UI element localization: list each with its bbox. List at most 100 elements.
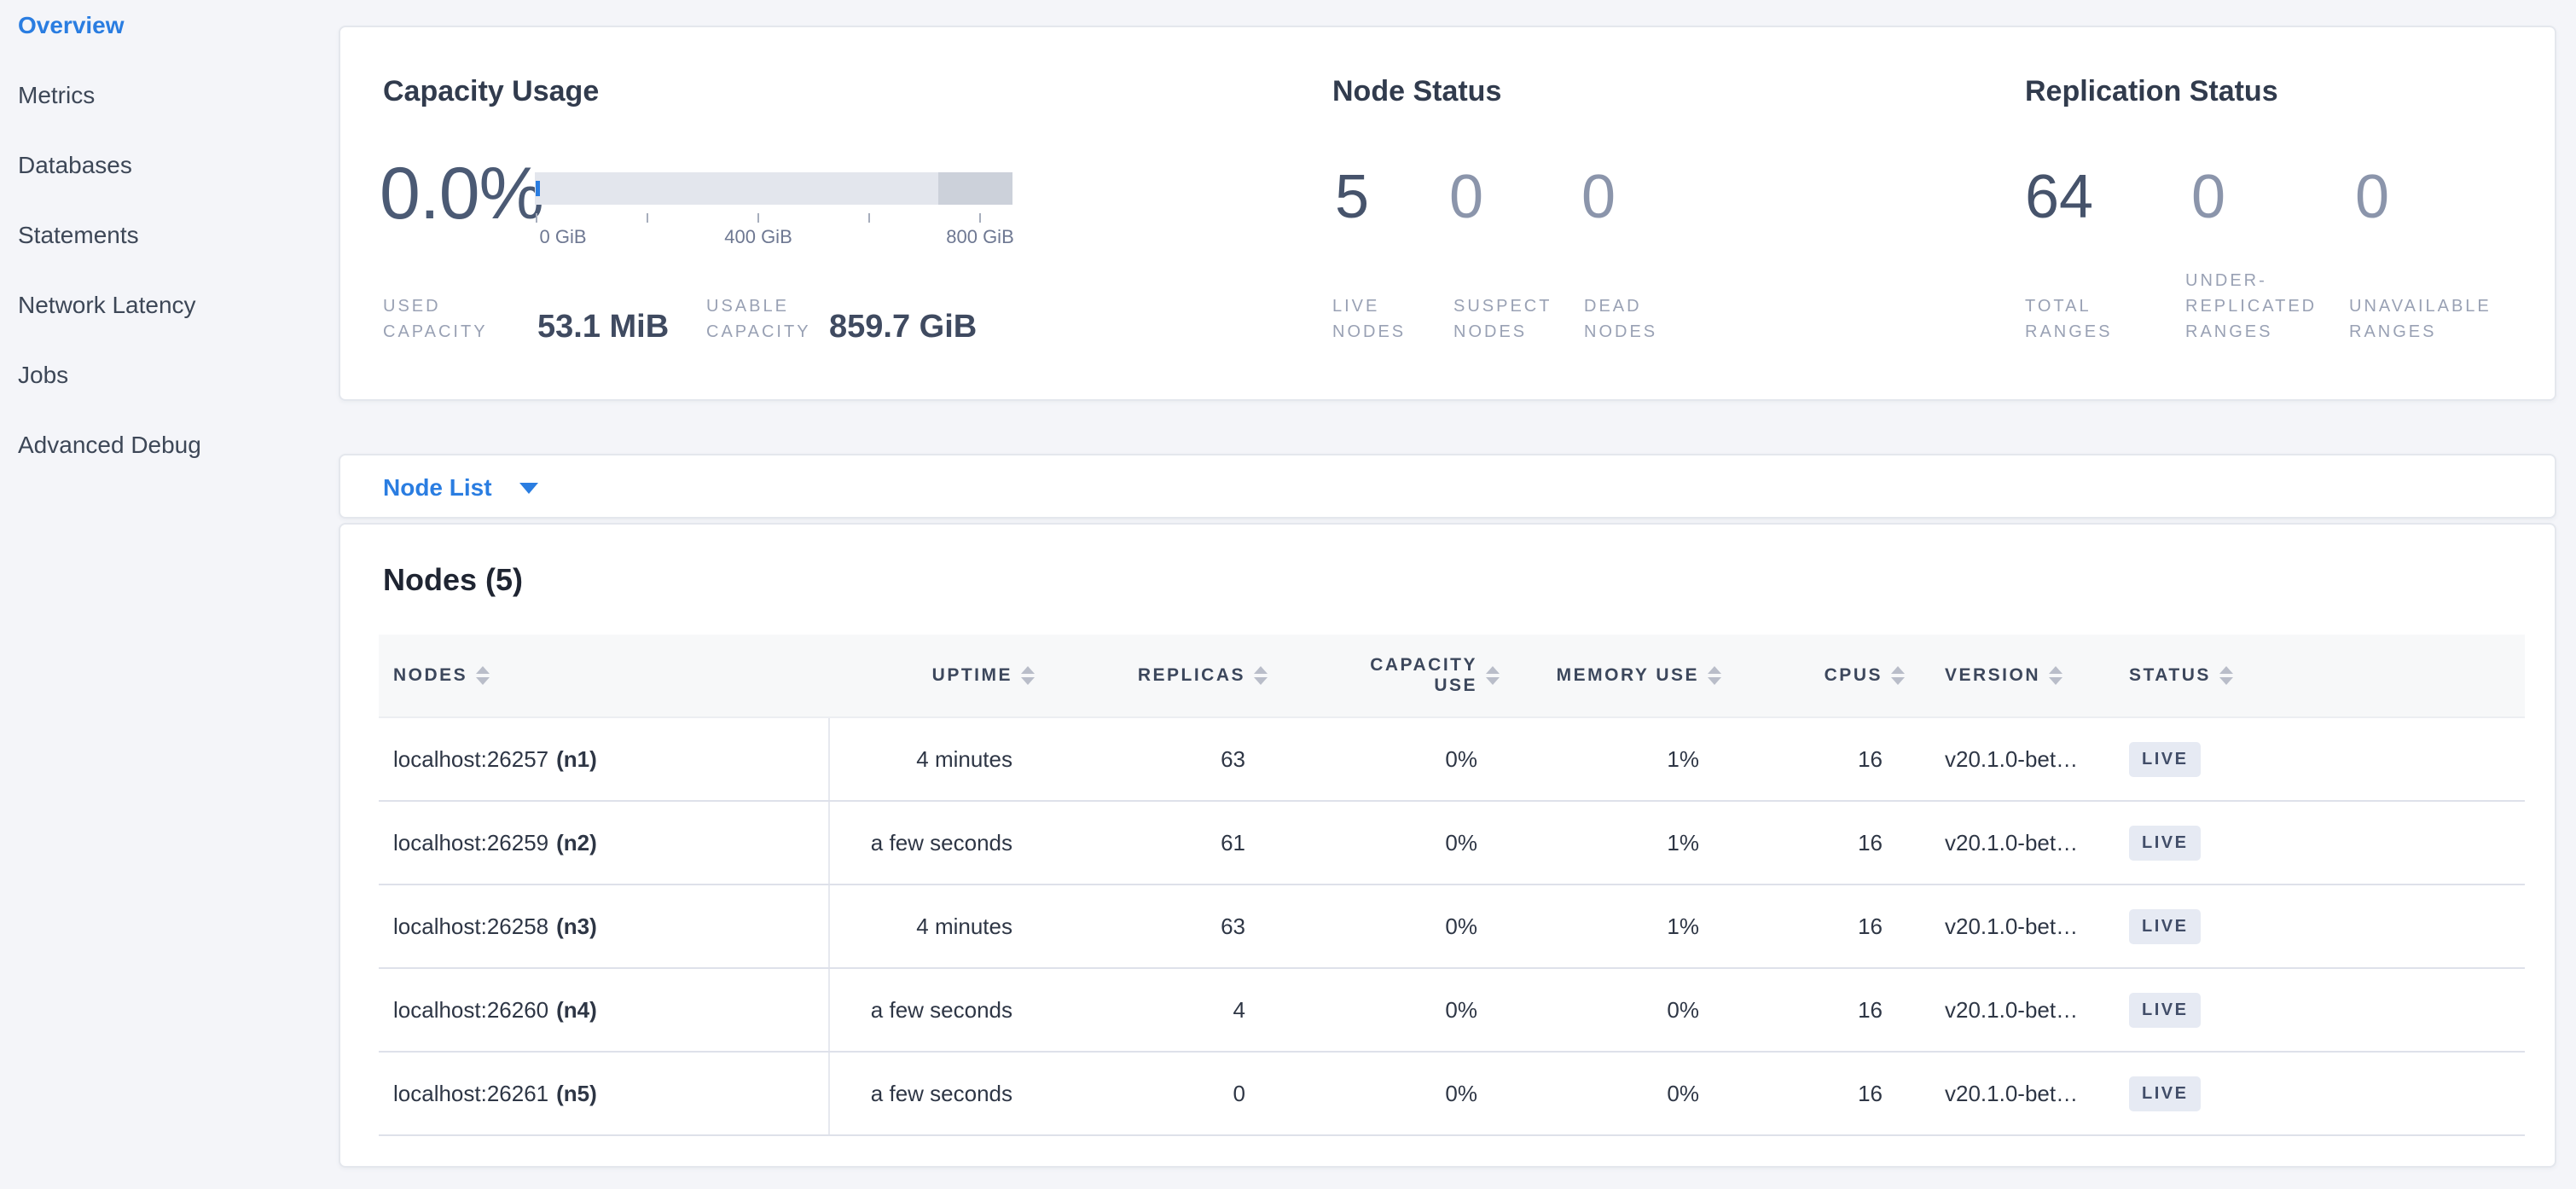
axis-tick (868, 213, 870, 223)
axis-label-400: 400 GiB (724, 226, 792, 247)
status-cell: LIVE (2109, 969, 2525, 1051)
live-nodes-label: LIVE NODES (1332, 297, 1407, 341)
sidebar-item-network-latency[interactable]: Network Latency (0, 270, 339, 340)
table-row[interactable]: localhost:26258 (n3) 4 minutes 63 0% 1% 1… (379, 885, 2525, 969)
capacity-use-cell: 0% (1445, 1080, 1477, 1106)
sort-icon (476, 666, 490, 685)
suspect-nodes-count: 0 (1449, 163, 1484, 231)
column-header-label: CPUS (1824, 665, 1883, 685)
sort-icon (1891, 666, 1905, 685)
chevron-down-icon (519, 482, 538, 494)
uptime-cell: 4 minutes (916, 745, 1012, 772)
cpus-cell: 16 (1858, 996, 1883, 1023)
dead-nodes-label: DEAD NODES (1584, 297, 1658, 341)
capacity-usage-title: Capacity Usage (383, 75, 600, 107)
axis-tick (979, 213, 981, 223)
sidebar-item-label: Statements (18, 222, 139, 248)
table-row[interactable]: localhost:26259 (n2) a few seconds 61 0% … (379, 802, 2525, 885)
node-list-dropdown-label: Node List (383, 474, 492, 501)
axis-label-0: 0 GiB (539, 226, 587, 247)
sort-icon (2049, 666, 2063, 685)
node-host: localhost:26260 (393, 996, 549, 1023)
node-id: (n1) (556, 745, 597, 772)
sidebar-item-metrics[interactable]: Metrics (0, 61, 339, 130)
replicas-cell: 4 (1233, 996, 1245, 1023)
node-address-cell: localhost:26258 (n3) (379, 885, 830, 967)
capacity-used-percent: 0.0% (380, 153, 544, 235)
axis-tick (536, 213, 537, 223)
column-header-label: REPLICAS (1137, 665, 1245, 685)
status-badge: LIVE (2129, 825, 2202, 861)
column-header-cpus[interactable]: CPUS (1725, 635, 1908, 716)
replication-status-title: Replication Status (2025, 75, 2278, 107)
node-id: (n3) (556, 913, 597, 939)
sidebar-item-advanced-debug[interactable]: Advanced Debug (0, 410, 339, 480)
replicas-cell: 61 (1221, 829, 1245, 856)
sort-icon (1708, 666, 1721, 685)
capacity-bar-used-segment (536, 181, 540, 196)
status-badge: LIVE (2129, 992, 2202, 1028)
cluster-summary-card: Capacity Usage 0.0% 0 GiB 400 GiB 800 Gi… (339, 26, 2556, 401)
status-badge: LIVE (2129, 741, 2202, 777)
column-header-status[interactable]: STATUS (2109, 635, 2525, 716)
version-cell: v20.1.0-bet… (1945, 913, 2079, 939)
node-list-dropdown[interactable]: Node List (383, 455, 538, 520)
node-host: localhost:26261 (393, 1080, 549, 1106)
node-address-cell: localhost:26257 (n1) (379, 718, 830, 800)
axis-tick (757, 213, 759, 223)
uptime-cell: a few seconds (870, 829, 1012, 856)
column-header-label: CAPACITY USE (1370, 655, 1477, 695)
capacity-bar-reserved-segment (938, 172, 1012, 205)
view-selector-card: Node List (339, 454, 2556, 519)
cpus-cell: 16 (1858, 1080, 1883, 1106)
sidebar-item-label: Advanced Debug (18, 432, 201, 458)
nodes-table-card: Nodes (5) NODES UPTIME REPLICAS CAPACITY… (339, 523, 2556, 1168)
column-header-memory-use[interactable]: MEMORY USE (1503, 635, 1725, 716)
status-badge: LIVE (2129, 1076, 2202, 1111)
nodes-table-title: Nodes (5) (383, 562, 524, 597)
capacity-use-cell: 0% (1445, 829, 1477, 856)
memory-use-cell: 1% (1667, 913, 1699, 939)
sidebar-item-label: Metrics (18, 82, 96, 108)
table-row[interactable]: localhost:26261 (n5) a few seconds 0 0% 0… (379, 1053, 2525, 1136)
node-host: localhost:26257 (393, 745, 549, 772)
uptime-cell: a few seconds (870, 1080, 1012, 1106)
sidebar-item-label: Overview (18, 12, 125, 38)
dead-nodes-count: 0 (1581, 163, 1616, 231)
uptime-cell: 4 minutes (916, 913, 1012, 939)
node-status-title: Node Status (1332, 75, 1502, 107)
version-cell: v20.1.0-bet… (1945, 996, 2079, 1023)
column-header-capacity-use[interactable]: CAPACITY USE (1271, 635, 1503, 716)
sidebar-item-statements[interactable]: Statements (0, 200, 339, 270)
live-nodes-count: 5 (1335, 163, 1370, 231)
replicas-cell: 63 (1221, 913, 1245, 939)
table-row[interactable]: localhost:26260 (n4) a few seconds 4 0% 0… (379, 969, 2525, 1053)
table-row[interactable]: localhost:26257 (n1) 4 minutes 63 0% 1% 1… (379, 718, 2525, 802)
unavailable-ranges-count: 0 (2355, 163, 2390, 231)
suspect-nodes-label: SUSPECT NODES (1453, 297, 1552, 341)
sidebar-item-label: Databases (18, 152, 132, 178)
memory-use-cell: 1% (1667, 829, 1699, 856)
sidebar-item-overview[interactable]: Overview (0, 0, 339, 61)
column-header-uptime[interactable]: UPTIME (830, 635, 1038, 716)
column-header-version[interactable]: VERSION (1908, 635, 2109, 716)
column-header-nodes[interactable]: NODES (379, 635, 830, 716)
status-badge: LIVE (2129, 908, 2202, 944)
column-header-label: MEMORY USE (1556, 665, 1699, 685)
column-header-label: STATUS (2129, 665, 2211, 685)
status-cell: LIVE (2109, 718, 2525, 800)
memory-use-cell: 0% (1667, 1080, 1699, 1106)
node-id: (n2) (556, 829, 597, 856)
sidebar-item-jobs[interactable]: Jobs (0, 340, 339, 410)
version-cell: v20.1.0-bet… (1945, 829, 2079, 856)
status-cell: LIVE (2109, 802, 2525, 884)
node-id: (n5) (556, 1080, 597, 1106)
sidebar-item-databases[interactable]: Databases (0, 130, 339, 200)
capacity-use-cell: 0% (1445, 996, 1477, 1023)
memory-use-cell: 1% (1667, 745, 1699, 772)
node-id: (n4) (556, 996, 597, 1023)
table-header-row: NODES UPTIME REPLICAS CAPACITY USE MEMOR… (379, 635, 2525, 718)
sidebar: Overview Metrics Databases Statements Ne… (0, 0, 339, 1189)
cpus-cell: 16 (1858, 745, 1883, 772)
column-header-replicas[interactable]: REPLICAS (1038, 635, 1271, 716)
